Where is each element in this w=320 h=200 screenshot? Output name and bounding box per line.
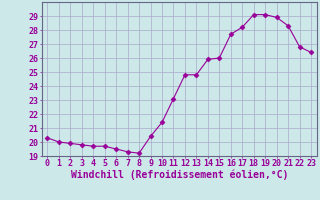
X-axis label: Windchill (Refroidissement éolien,°C): Windchill (Refroidissement éolien,°C) [70,170,288,180]
